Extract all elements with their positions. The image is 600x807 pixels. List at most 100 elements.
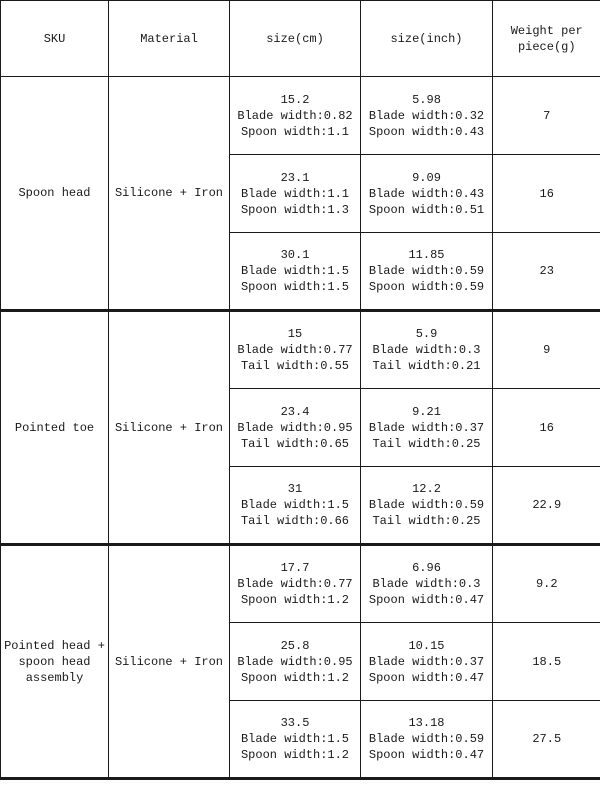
size-main: 9.21 [412, 404, 441, 419]
blade-width-line: Blade width:0.95 [237, 654, 353, 669]
blade-width-line: Blade width:0.59 [368, 264, 485, 278]
blade-width-line: Blade width:0.43 [368, 186, 485, 201]
tail-width-line: Tail width:0.66 [240, 514, 350, 528]
size-inch-cell: 13.18 Blade width:0.59 Spoon width:0.47 [360, 700, 493, 779]
table-row: 23.4 Blade width:0.95 Tail width:0.65 9.… [1, 388, 600, 467]
spoon-width-line: Spoon width:1.2 [240, 593, 350, 607]
spec-table: SKU Material size(cm) size(inch) Weight … [0, 0, 600, 780]
size-main: 15.2 [280, 92, 310, 107]
blade-width-line: Blade width:0.32 [368, 108, 485, 123]
weight-cell: 22.9 [492, 466, 600, 545]
size-main: 31 [287, 482, 303, 496]
sku-cell: Pointed toe [0, 309, 109, 545]
size-main: 23.4 [280, 404, 310, 419]
sku-cell: Pointed head + spoon head assembly [0, 543, 109, 779]
size-main: 23.1 [280, 170, 310, 185]
size-inch-cell: 6.96 Blade width:0.3 Spoon width:0.47 [360, 543, 493, 623]
size-cm-cell: 17.7 Blade width:0.77 Spoon width:1.2 [229, 543, 361, 623]
size-main: 33.5 [280, 716, 310, 730]
spoon-width-line: Spoon width:1.3 [240, 202, 350, 217]
size-cm-cell: 15 Blade width:0.77 Tail width:0.55 [229, 309, 361, 389]
size-main: 25.8 [280, 638, 310, 653]
size-main: 17.7 [280, 561, 310, 575]
size-cm-cell: 31 Blade width:1.5 Tail width:0.66 [229, 466, 361, 545]
size-main: 12.2 [412, 482, 441, 496]
size-cm-cell: 23.4 Blade width:0.95 Tail width:0.65 [229, 388, 361, 467]
blade-width-line: Blade width:0.59 [368, 732, 485, 746]
header-size-inch: size(inch) [360, 0, 493, 77]
size-cm-cell: 15.2 Blade width:0.82 Spoon width:1.1 [229, 76, 361, 155]
tail-width-line: Tail width:0.25 [372, 436, 481, 451]
weight-cell: 16 [492, 388, 600, 467]
tail-width-line: Tail width:0.25 [372, 514, 481, 528]
size-main: 30.1 [280, 248, 310, 262]
header-size-cm: size(cm) [229, 0, 361, 77]
tail-width-line: Tail width:0.21 [372, 359, 481, 373]
spoon-width-line: Spoon width:0.43 [368, 124, 485, 139]
size-inch-cell: 9.21 Blade width:0.37 Tail width:0.25 [360, 388, 493, 467]
size-main: 15 [287, 327, 303, 341]
table-row: Spoon head Silicone + Iron 15.2 Blade wi… [0, 76, 600, 311]
size-inch-cell: 11.85 Blade width:0.59 Spoon width:0.59 [360, 232, 493, 311]
blade-width-line: Blade width:0.59 [368, 498, 485, 512]
spoon-width-line: Spoon width:0.51 [368, 202, 485, 217]
blade-width-line: Blade width:0.3 [372, 577, 481, 591]
blade-width-line: Blade width:0.77 [237, 577, 353, 591]
size-cm-cell: 25.8 Blade width:0.95 Spoon width:1.2 [229, 622, 361, 701]
spoon-width-line: Spoon width:0.47 [368, 748, 485, 762]
size-inch-cell: 9.09 Blade width:0.43 Spoon width:0.51 [360, 154, 493, 233]
size-main: 10.15 [408, 638, 445, 653]
table-row: 33.5 Blade width:1.5 Spoon width:1.2 13.… [1, 700, 600, 779]
material-cell: Silicone + Iron [108, 543, 230, 779]
header-row: SKU Material size(cm) size(inch) Weight … [0, 0, 600, 77]
size-cm-cell: 23.1 Blade width:1.1 Spoon width:1.3 [229, 154, 361, 233]
blade-width-line: Blade width:0.77 [237, 343, 353, 357]
table-row: Pointed toe Silicone + Iron 15 Blade wid… [0, 309, 600, 545]
blade-width-line: Blade width:1.5 [240, 732, 350, 746]
spoon-width-line: Spoon width:1.1 [240, 124, 350, 139]
size-main: 11.85 [408, 248, 445, 262]
header-sku: SKU [0, 0, 109, 77]
spoon-width-line: Spoon width:0.47 [368, 593, 485, 607]
table-row: 23.1 Blade width:1.1 Spoon width:1.3 9.0… [1, 154, 600, 233]
header-material: Material [108, 0, 230, 77]
size-inch-cell: 10.15 Blade width:0.37 Spoon width:0.47 [360, 622, 493, 701]
material-cell: Silicone + Iron [108, 76, 230, 311]
blade-width-line: Blade width:0.3 [372, 343, 481, 357]
spoon-width-line: Spoon width:1.2 [240, 670, 350, 685]
size-main: 9.09 [412, 170, 441, 185]
blade-width-line: Blade width:0.37 [368, 420, 485, 435]
weight-cell: 9.2 [492, 543, 600, 623]
blade-width-line: Blade width:1.1 [240, 186, 350, 201]
blade-width-line: Blade width:1.5 [240, 264, 350, 278]
size-main: 6.96 [412, 561, 441, 575]
table-row: 25.8 Blade width:0.95 Spoon width:1.2 10… [1, 622, 600, 701]
size-inch-cell: 5.98 Blade width:0.32 Spoon width:0.43 [360, 76, 493, 155]
blade-width-line: Blade width:1.5 [240, 498, 350, 512]
size-inch-cell: 12.2 Blade width:0.59 Tail width:0.25 [360, 466, 493, 545]
weight-cell: 23 [492, 232, 600, 311]
table-row: Pointed head + spoon head assembly Silic… [0, 543, 600, 779]
table-row: 30.1 Blade width:1.5 Spoon width:1.5 11.… [1, 232, 600, 311]
blade-width-line: Blade width:0.95 [237, 420, 353, 435]
blade-width-line: Blade width:0.82 [237, 108, 353, 123]
weight-cell: 7 [492, 76, 600, 155]
size-cm-cell: 30.1 Blade width:1.5 Spoon width:1.5 [229, 232, 361, 311]
table-row: 31 Blade width:1.5 Tail width:0.66 12.2 … [1, 466, 600, 545]
size-main: 5.98 [412, 92, 441, 107]
blade-width-line: Blade width:0.37 [368, 654, 485, 669]
size-main: 5.9 [415, 327, 438, 341]
spoon-width-line: Spoon width:1.2 [240, 748, 350, 762]
spoon-width-line: Spoon width:0.47 [368, 670, 485, 685]
header-weight: Weight per piece(g) [492, 0, 600, 77]
weight-cell: 9 [492, 309, 600, 389]
size-inch-cell: 5.9 Blade width:0.3 Tail width:0.21 [360, 309, 493, 389]
weight-cell: 18.5 [492, 622, 600, 701]
tail-width-line: Tail width:0.65 [240, 436, 350, 451]
tail-width-line: Tail width:0.55 [240, 359, 350, 373]
material-cell: Silicone + Iron [108, 309, 230, 545]
size-main: 13.18 [408, 716, 445, 730]
size-cm-cell: 33.5 Blade width:1.5 Spoon width:1.2 [229, 700, 361, 779]
weight-cell: 16 [492, 154, 600, 233]
